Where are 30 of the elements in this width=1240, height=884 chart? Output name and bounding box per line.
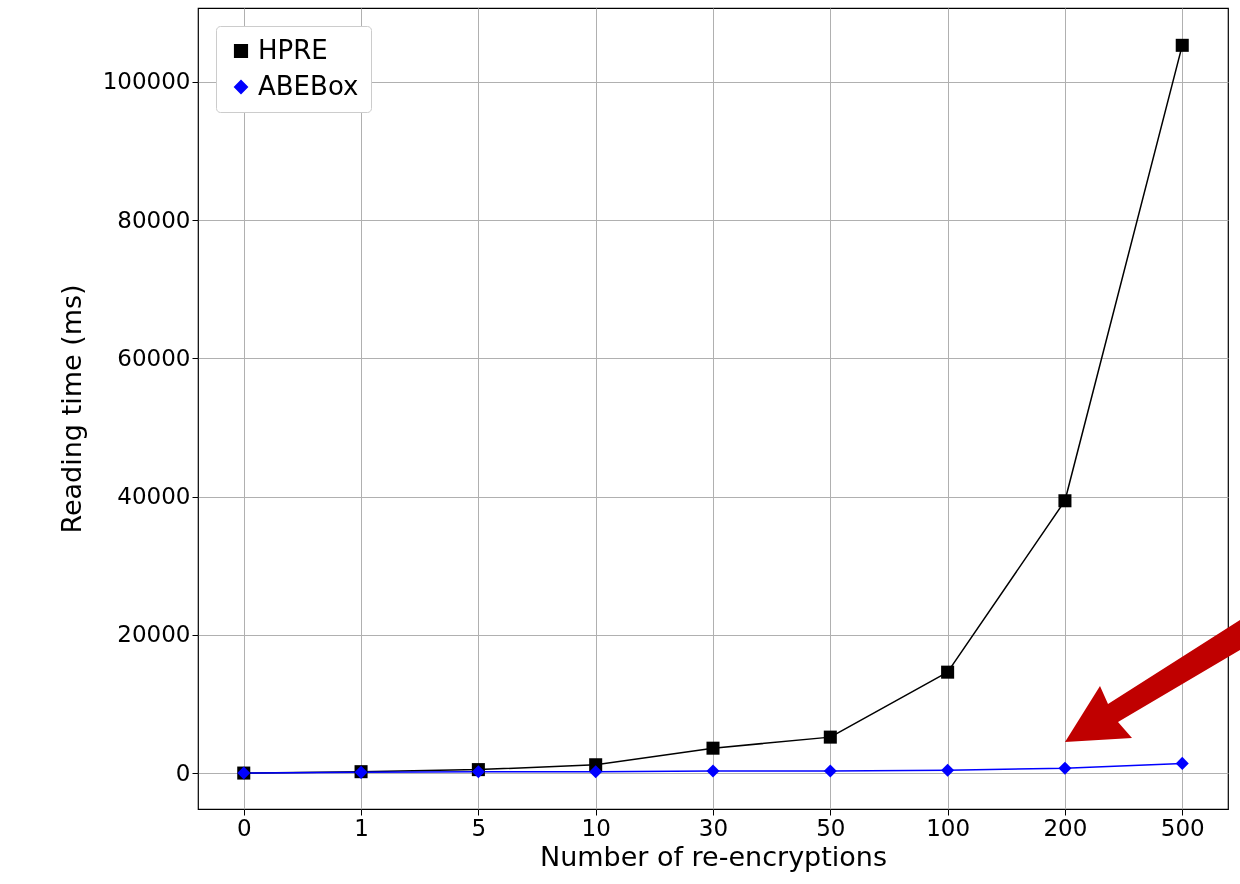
x-tick-label: 0: [236, 814, 252, 841]
x-tick-label: 5: [471, 814, 487, 841]
x-tick-label: 10: [581, 814, 611, 841]
y-tick-label: 100000: [102, 68, 191, 95]
point: [941, 665, 955, 679]
y-tick-label: 60000: [117, 344, 191, 371]
point: [823, 764, 837, 778]
y-axis-title: Reading time (ms): [55, 284, 87, 534]
point: [706, 741, 720, 755]
point: [1175, 38, 1189, 52]
x-tick-label: 50: [816, 814, 846, 841]
y-tick-label: 0: [175, 759, 191, 786]
legend-label: HPRE: [258, 35, 328, 65]
point: [1058, 761, 1072, 775]
point: [589, 765, 603, 779]
legend-label: ABEBox: [258, 71, 359, 101]
x-tick-label: 30: [698, 814, 729, 841]
x-tick-label: 100: [926, 814, 971, 841]
y-tick-label: 80000: [117, 206, 191, 233]
y-tick-label: 20000: [117, 621, 191, 648]
x-tick-label: 500: [1160, 814, 1205, 841]
x-tick-label: 1: [354, 814, 369, 841]
x-tick-label: 200: [1043, 814, 1088, 841]
y-tick-label: 40000: [117, 483, 191, 510]
point: [941, 763, 955, 777]
point: [1175, 756, 1189, 770]
point: [823, 730, 837, 744]
point: [1058, 494, 1072, 508]
point: [706, 764, 720, 778]
x-axis-title: Number of re-encryptions: [539, 840, 888, 872]
